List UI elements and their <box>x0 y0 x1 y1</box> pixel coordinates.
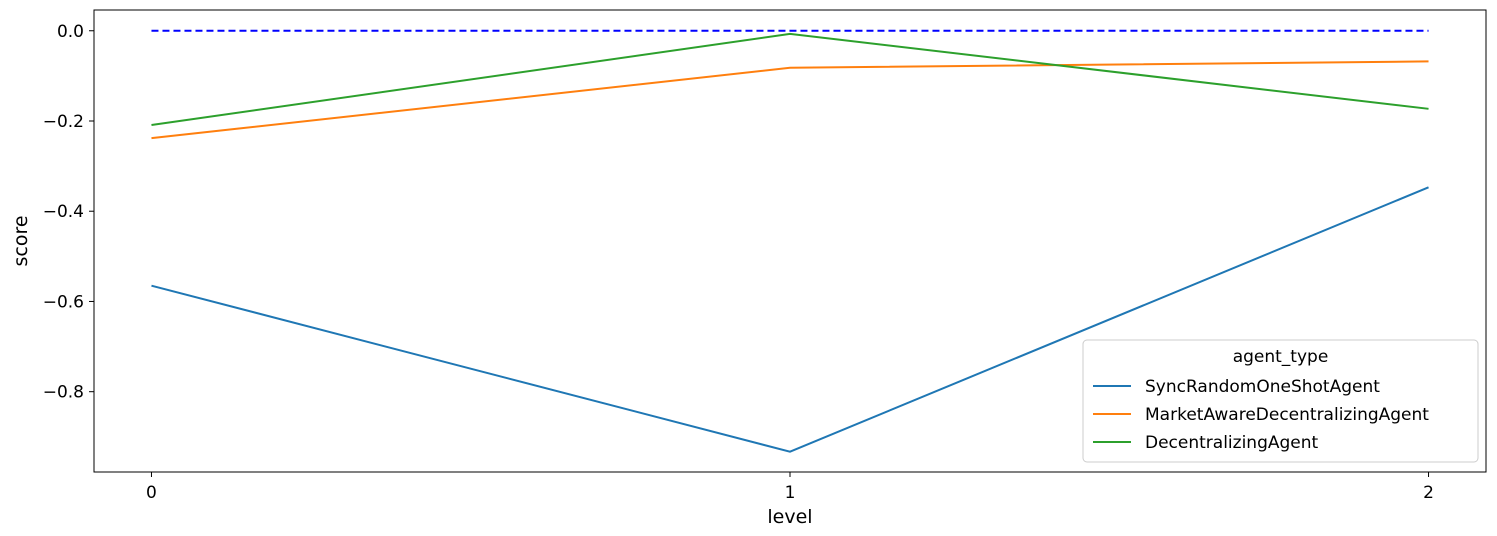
series-line-2 <box>151 32 1429 127</box>
y-tick-label: −0.4 <box>43 202 84 222</box>
y-tick-label: −0.6 <box>43 292 84 312</box>
legend-entry-1: MarketAwareDecentralizingAgent <box>1145 405 1429 425</box>
y-tick-label: −0.8 <box>43 383 84 403</box>
legend-entry-0: SyncRandomOneShotAgent <box>1145 377 1380 397</box>
legend: agent_type SyncRandomOneShotAgent MarketA… <box>1082 339 1479 463</box>
x-tick-label: 2 <box>1423 483 1434 503</box>
y-tick-label: −0.2 <box>43 112 84 132</box>
y-axis-label: score <box>10 215 32 266</box>
x-axis-label: level <box>767 506 812 528</box>
series-line-0 <box>151 186 1429 453</box>
legend-entry-2: DecentralizingAgent <box>1145 433 1319 453</box>
legend-box <box>1082 339 1479 463</box>
x-tick-label: 0 <box>146 483 157 503</box>
x-tick-label: 1 <box>785 483 796 503</box>
legend-title: agent_type <box>1233 347 1329 367</box>
y-tick-label: 0.0 <box>57 22 84 42</box>
series-line-1 <box>151 60 1429 140</box>
axis-ticks: 0 1 2 0.0 −0.2 −0.4 −0.6 −0.8 <box>43 22 1434 503</box>
plot-area <box>93 9 1487 473</box>
